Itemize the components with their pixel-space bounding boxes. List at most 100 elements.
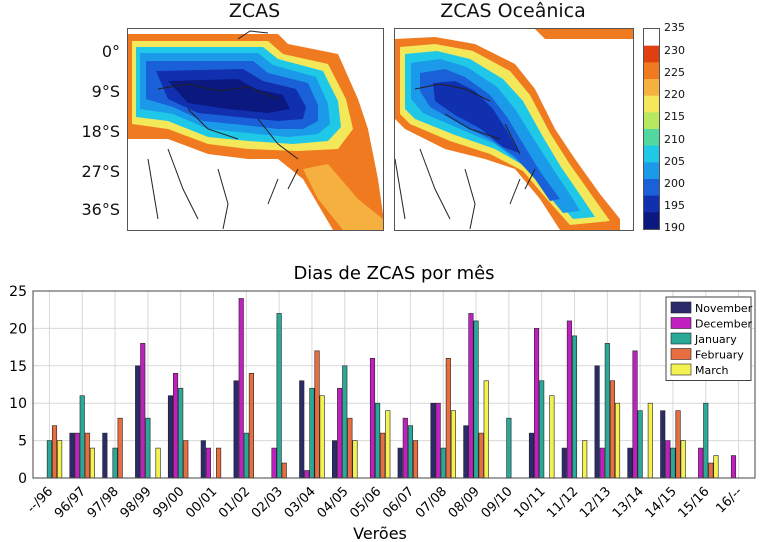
- bar-february: [51, 425, 58, 479]
- y-tick-label: 10: [9, 396, 27, 412]
- map-zcas-oceanica-field: [395, 29, 633, 230]
- bar-november: [233, 380, 239, 479]
- bar-march: [582, 440, 588, 479]
- colorbar-band: [644, 62, 659, 80]
- bar-january: [637, 410, 643, 479]
- lat-label-36s: 36°S: [81, 200, 120, 219]
- bar-january: [473, 320, 479, 479]
- legend-swatch: [670, 363, 692, 376]
- bar-november: [135, 365, 141, 479]
- bar-december: [402, 417, 408, 479]
- colorbar-tick: 190: [664, 221, 685, 234]
- bar-november: [430, 402, 436, 479]
- colorbar-tick: 205: [664, 155, 685, 168]
- colorbar: [643, 28, 660, 230]
- bar-february: [445, 358, 451, 479]
- bar-december: [468, 313, 474, 479]
- bar-march: [713, 455, 719, 479]
- bar-chart: Dias de ZCAS por mês 0510152025--/9696/9…: [9, 263, 756, 542]
- bar-november: [102, 432, 108, 479]
- bar-february: [314, 350, 320, 479]
- bar-february: [216, 447, 222, 479]
- bar-november: [69, 432, 75, 479]
- map-zcas-field: [128, 30, 383, 230]
- bar-march: [483, 380, 489, 479]
- bar-january: [604, 343, 610, 479]
- bar-december: [632, 350, 638, 479]
- bar-march: [549, 395, 555, 479]
- bar-december: [698, 447, 704, 479]
- bar-november: [660, 410, 666, 479]
- bar-february: [609, 380, 615, 479]
- bar-march: [57, 440, 63, 479]
- bar-february: [183, 440, 189, 479]
- legend-swatch: [670, 332, 692, 345]
- bar-december: [205, 447, 211, 479]
- bar-january: [375, 402, 381, 479]
- bar-december: [369, 358, 376, 479]
- map-zcas-oceanica: [394, 28, 634, 231]
- bar-march: [680, 440, 686, 479]
- bar-february: [117, 417, 123, 479]
- x-tick-label: 04/05: [315, 484, 352, 521]
- lat-label-27s: 27°S: [81, 162, 120, 181]
- bar-december: [730, 455, 737, 479]
- bar-january: [46, 440, 52, 479]
- bar-january: [276, 313, 282, 479]
- y-tick-label: 20: [9, 321, 27, 337]
- bar-december: [435, 402, 441, 479]
- colorbar-tick: 200: [664, 177, 685, 190]
- x-tick-label: 07/08: [413, 484, 450, 521]
- x-tick-label: 97/98: [85, 484, 122, 521]
- bar-december: [337, 387, 343, 479]
- bar-march: [155, 447, 161, 479]
- y-tick-label: 5: [18, 434, 27, 450]
- legend-swatch: [670, 348, 692, 360]
- legend-label: February: [695, 349, 744, 362]
- bar-november: [528, 432, 535, 479]
- bar-january: [178, 387, 184, 479]
- bar-february: [412, 440, 419, 479]
- plot-frame: [32, 290, 756, 479]
- bar-january: [670, 447, 676, 479]
- colorbar-band: [644, 112, 659, 130]
- bar-february: [675, 410, 681, 479]
- legend-label: March: [695, 364, 729, 377]
- bar-january: [506, 417, 512, 479]
- x-tick-label: 14/15: [643, 484, 680, 521]
- bar-november: [594, 365, 600, 479]
- bar-february: [84, 432, 90, 479]
- colorbar-band: [644, 79, 659, 97]
- colorbar-band: [644, 129, 659, 147]
- bar-march: [89, 447, 95, 479]
- x-tick-label: 10/11: [511, 484, 548, 521]
- bar-december: [271, 447, 277, 479]
- bar-february: [478, 432, 484, 479]
- bar-december: [173, 372, 179, 479]
- bar-november: [167, 395, 174, 479]
- x-tick-label: 12/13: [577, 484, 614, 521]
- bar-november: [561, 447, 567, 479]
- y-tick-label: 25: [9, 284, 27, 300]
- bar-november: [627, 447, 633, 479]
- colorbar-tick: 235: [664, 21, 685, 34]
- x-tick-label: 03/04: [282, 484, 319, 521]
- colorbar-tick: 230: [664, 44, 685, 57]
- x-tick-label: 98/99: [118, 484, 155, 521]
- x-tick-label: 05/06: [347, 484, 384, 521]
- legend-label: January: [694, 333, 737, 346]
- bar-march: [385, 410, 391, 479]
- bar-march: [319, 395, 325, 479]
- bar-january: [703, 402, 709, 479]
- x-tick-label: 01/02: [216, 484, 253, 521]
- bar-january: [309, 387, 315, 479]
- colorbar-tick: 195: [664, 199, 685, 212]
- bar-december: [304, 470, 310, 479]
- colorbar-band: [644, 29, 659, 47]
- bar-january: [440, 447, 446, 479]
- colorbar-band: [644, 145, 659, 163]
- bar-december: [665, 440, 671, 479]
- bar-january: [571, 335, 578, 479]
- bar-december: [534, 328, 540, 479]
- x-tick-label: 96/97: [52, 484, 89, 521]
